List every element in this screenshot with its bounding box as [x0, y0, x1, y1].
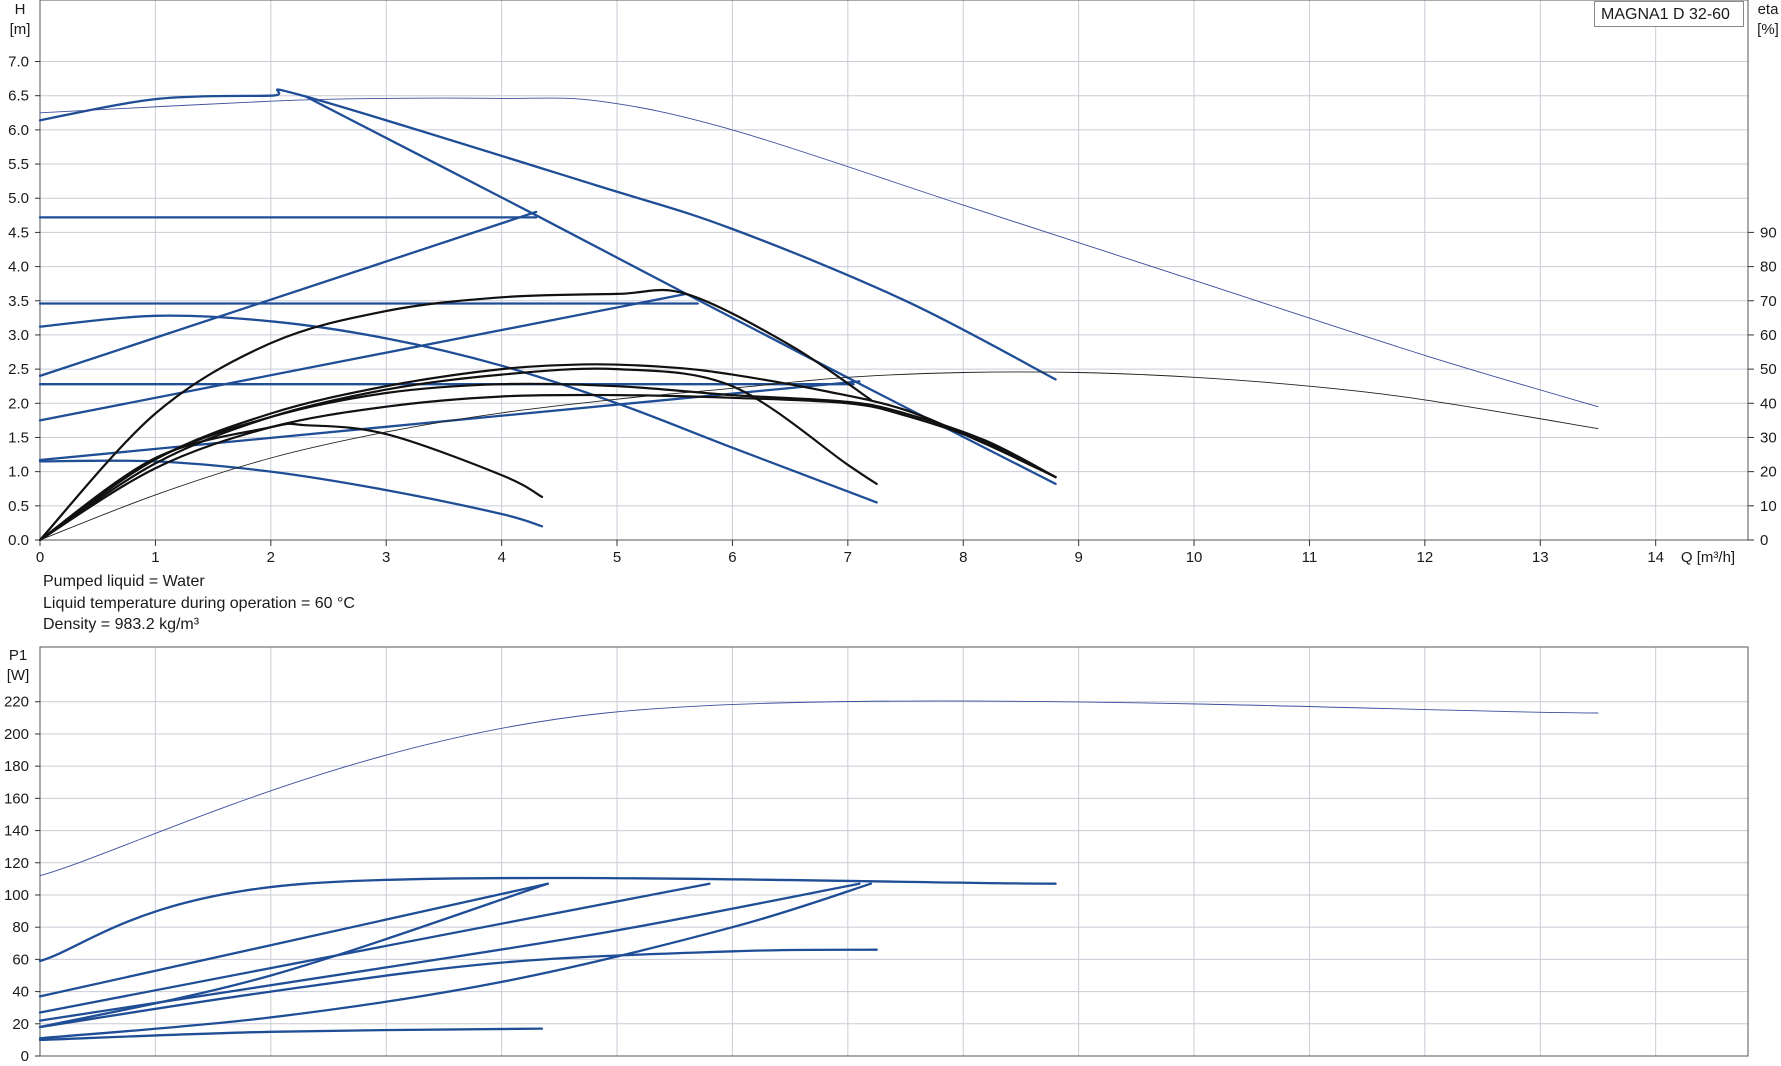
x-tick-label: 5 [613, 549, 621, 566]
p1-axis-label: P1 [9, 647, 27, 664]
top-series-line-15 [38, 422, 544, 542]
bottom-series-line-0 [39, 700, 1599, 877]
bottom-series-line-5 [38, 882, 861, 1022]
top-series-line-14 [38, 393, 1057, 542]
y2-axis-label: eta [1758, 1, 1780, 18]
y-tick-label: 6.5 [8, 88, 29, 105]
p1-tick-label: 0 [21, 1048, 29, 1061]
y-tick-label: 5.5 [8, 156, 29, 173]
x-tick-label: 9 [1074, 549, 1082, 566]
y2-tick-label: 80 [1760, 259, 1777, 276]
y-tick-label: 0.5 [8, 498, 29, 515]
y-tick-label: 4.5 [8, 224, 29, 241]
bottom-grid [39, 646, 1749, 1057]
p1-tick-label: 40 [12, 984, 29, 1001]
y-tick-label: 6.0 [8, 122, 29, 139]
y2-tick-label: 40 [1760, 395, 1777, 412]
x-tick-label: 13 [1532, 549, 1549, 566]
y2-tick-label: 30 [1760, 429, 1777, 446]
x-tick-label: 3 [382, 549, 390, 566]
p1-tick-label: 160 [4, 790, 29, 807]
p1-tick-label: 180 [4, 758, 29, 775]
x-tick-label: 8 [959, 549, 967, 566]
p1-tick-label: 140 [4, 823, 29, 840]
chart-title: MAGNA1 D 32-60 [1594, 1, 1744, 27]
y2-tick-label: 50 [1760, 361, 1777, 378]
top-series-group [38, 88, 1599, 542]
x-tick-label: 1 [151, 549, 159, 566]
x-axis-label: Q [m³/h] [1681, 549, 1735, 566]
top-series-line-3 [38, 210, 538, 378]
x-tick-label: 7 [844, 549, 852, 566]
p1-tick-label: 60 [12, 951, 29, 968]
bottom-series-group [38, 700, 1599, 1042]
p1-tick-label: 100 [4, 887, 29, 904]
y-tick-label: 2.0 [8, 395, 29, 412]
y-tick-label: 2.5 [8, 361, 29, 378]
bottom-series-line-1 [38, 876, 1057, 963]
note-pumped-liquid: Pumped liquid = Water [43, 573, 205, 590]
note-density: Density = 983.2 kg/m³ [43, 616, 200, 633]
bottom-plot-frame [39, 646, 1749, 1057]
note-liquid-temperature: Liquid temperature during operation = 60… [43, 595, 355, 612]
bottom-series-line-3 [38, 882, 549, 1029]
y-tick-label: 1.5 [8, 429, 29, 446]
top-series-line-13 [38, 382, 1057, 542]
bottom-axes: 0 20 40 60 80 100 120 140 160 180 200 220 P1 [W] [4, 647, 40, 1065]
bottom-series-line-2 [38, 882, 549, 998]
y-tick-label: 3.0 [8, 327, 29, 344]
y2-tick-label: 90 [1760, 224, 1777, 241]
x-tick-label: 0 [36, 549, 44, 566]
x-tick-label: 4 [497, 549, 505, 566]
y-axis-unit: [m] [10, 21, 31, 38]
x-tick-label: 2 [267, 549, 275, 566]
y2-tick-label: 20 [1760, 464, 1777, 481]
y-tick-label: 4.0 [8, 259, 29, 276]
top-series-line-9 [38, 459, 544, 528]
x-tick-label: 12 [1417, 549, 1434, 566]
p1-tick-label: 220 [4, 694, 29, 711]
bottom-series-line-7 [38, 948, 878, 1029]
p1-tick-label: 200 [4, 726, 29, 743]
top-axes: 0 1 2 3 4 5 6 7 8 9 10 11 12 13 140.00.51.01.52.02.53.… [8, 1, 1779, 566]
y2-tick-label: 0 [1760, 532, 1768, 549]
top-series-line-0 [38, 88, 1057, 381]
x-tick-label: 6 [728, 549, 736, 566]
p1-axis-unit: [W] [7, 667, 30, 684]
y2-tick-label: 70 [1760, 293, 1777, 310]
top-grid [39, 0, 1749, 541]
y-tick-label: 3.5 [8, 293, 29, 310]
top-series-line-8 [38, 314, 878, 504]
top-series-line-11 [38, 367, 878, 542]
top-series-line-17 [39, 371, 1599, 541]
bottom-series-line-4 [38, 882, 711, 1014]
p1-tick-label: 20 [12, 1016, 29, 1033]
y-tick-label: 5.0 [8, 190, 29, 207]
y2-tick-label: 10 [1760, 498, 1777, 515]
top-series-line-5 [38, 292, 688, 422]
y-tick-label: 0.0 [8, 532, 29, 549]
bottom-series-line-6 [38, 882, 873, 1040]
top-plot-frame [39, 0, 1749, 541]
bottom-series-line-8 [38, 1027, 544, 1042]
y-axis-label: H [15, 1, 26, 18]
y2-tick-label: 60 [1760, 327, 1777, 344]
top-series-line-12 [38, 363, 1057, 542]
top-series-line-10 [38, 288, 872, 542]
y-tick-label: 7.0 [8, 54, 29, 71]
y-tick-label: 1.0 [8, 464, 29, 481]
x-tick-label: 10 [1186, 549, 1203, 566]
x-tick-label: 11 [1302, 549, 1318, 566]
p1-tick-label: 80 [12, 919, 29, 936]
x-tick-label: 14 [1647, 549, 1664, 566]
top-series-line-16 [39, 97, 1599, 408]
y2-axis-unit: [%] [1757, 21, 1779, 38]
p1-tick-label: 120 [4, 855, 29, 872]
